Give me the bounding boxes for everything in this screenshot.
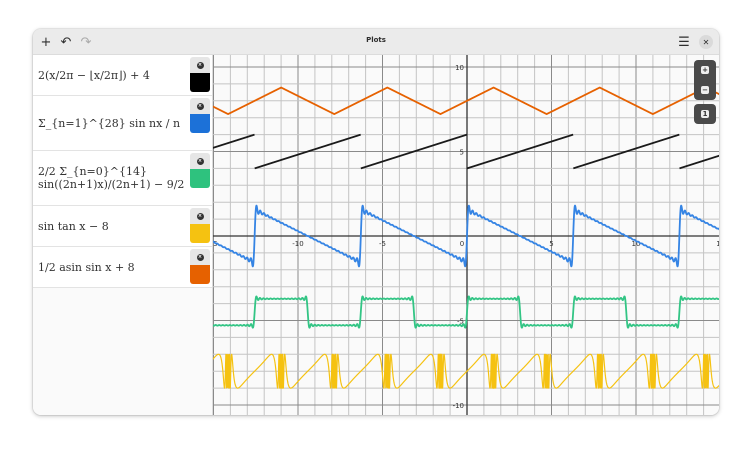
redo-button[interactable]: ↷ xyxy=(77,33,95,51)
function-controls: × xyxy=(190,98,210,133)
triangle-wave-curve xyxy=(211,86,719,115)
function-row[interactable]: Σ_{n=1}^{28} sin nx / n × xyxy=(33,96,212,151)
hamburger-icon: ☰ xyxy=(678,34,690,50)
reset-zoom-button[interactable]: 1 xyxy=(694,104,716,124)
function-expression[interactable]: 1/2 asin sin x + 8 xyxy=(38,260,135,274)
y-tick-label: 5 xyxy=(460,149,464,157)
x-tick-label: 1 xyxy=(716,240,719,248)
function-expression[interactable]: 2/2 Σ_{n=0}^{14} sin((2n+1)x)/(2n+1) − 9… xyxy=(38,165,185,191)
sawtooth-curve xyxy=(211,133,719,170)
function-controls: × xyxy=(190,249,210,284)
menu-button[interactable]: ☰ xyxy=(675,33,693,51)
close-icon: × xyxy=(196,212,204,220)
graph-canvas[interactable]: 5 -10 -5 0 5 10 1 10 5 -5 -10 + − 1 xyxy=(196,49,719,415)
x-tick-label: 5 xyxy=(549,240,553,248)
close-icon: × xyxy=(196,102,204,110)
zoom-in-button[interactable]: + xyxy=(694,60,716,80)
close-icon: × xyxy=(196,157,204,165)
x-tick-label: -10 xyxy=(292,240,303,248)
header-bar: + ↶ ↷ Plots ☰ ✕ xyxy=(33,29,719,55)
undo-button[interactable]: ↶ xyxy=(57,33,75,51)
plots-window: + ↶ ↷ Plots ☰ ✕ 2(x/2π − ⌊x/2π⌋) + 4 × Σ… xyxy=(33,29,719,415)
function-expression[interactable]: 2(x/2π − ⌊x/2π⌋) + 4 xyxy=(38,68,150,82)
window-title: Plots xyxy=(366,36,386,44)
minus-icon: − xyxy=(701,86,709,94)
function-row[interactable]: sin tan x − 8 × xyxy=(33,206,212,247)
x-tick-label: 10 xyxy=(632,240,641,248)
square-wave-curve xyxy=(211,295,719,329)
color-swatch[interactable] xyxy=(190,224,210,243)
remove-function-button[interactable]: × xyxy=(190,208,210,224)
remove-function-button[interactable]: × xyxy=(190,153,210,169)
redo-icon: ↷ xyxy=(80,34,92,50)
color-swatch[interactable] xyxy=(190,114,210,133)
plus-icon: + xyxy=(40,34,52,50)
reset-zoom-group: 1 xyxy=(694,104,716,124)
one-to-one-icon: 1 xyxy=(701,110,709,118)
color-swatch[interactable] xyxy=(190,73,210,92)
function-controls: × xyxy=(190,208,210,243)
color-swatch[interactable] xyxy=(190,169,210,188)
color-swatch[interactable] xyxy=(190,265,210,284)
zoom-out-button[interactable]: − xyxy=(694,80,716,100)
sine-series-curve xyxy=(211,204,719,268)
function-expression[interactable]: sin tan x − 8 xyxy=(38,219,109,233)
add-function-button[interactable]: + xyxy=(37,33,55,51)
function-controls: × xyxy=(190,153,210,188)
function-controls: × xyxy=(190,57,210,92)
remove-function-button[interactable]: × xyxy=(190,249,210,265)
y-tick-label: -10 xyxy=(453,402,464,410)
close-button[interactable]: ✕ xyxy=(699,35,713,49)
y-tick-label: 10 xyxy=(455,64,464,72)
close-icon: × xyxy=(196,61,204,69)
remove-function-button[interactable]: × xyxy=(190,57,210,73)
function-row[interactable]: 2/2 Σ_{n=0}^{14} sin((2n+1)x)/(2n+1) − 9… xyxy=(33,151,212,206)
x-tick-label: 0 xyxy=(460,240,464,248)
remove-function-button[interactable]: × xyxy=(190,98,210,114)
close-icon: ✕ xyxy=(702,37,710,47)
plus-icon: + xyxy=(701,66,709,74)
y-tick-label: -5 xyxy=(457,318,464,326)
close-icon: × xyxy=(196,253,204,261)
function-list: 2(x/2π − ⌊x/2π⌋) + 4 × Σ_{n=1}^{28} sin … xyxy=(33,55,213,415)
function-row[interactable]: 1/2 asin sin x + 8 × xyxy=(33,247,212,288)
undo-icon: ↶ xyxy=(60,34,72,50)
function-row[interactable]: 2(x/2π − ⌊x/2π⌋) + 4 × xyxy=(33,55,212,96)
x-tick-label: -5 xyxy=(379,240,386,248)
sin-tan-curve xyxy=(211,353,719,389)
function-expression[interactable]: Σ_{n=1}^{28} sin nx / n xyxy=(38,116,181,130)
zoom-group: + − xyxy=(694,60,716,100)
